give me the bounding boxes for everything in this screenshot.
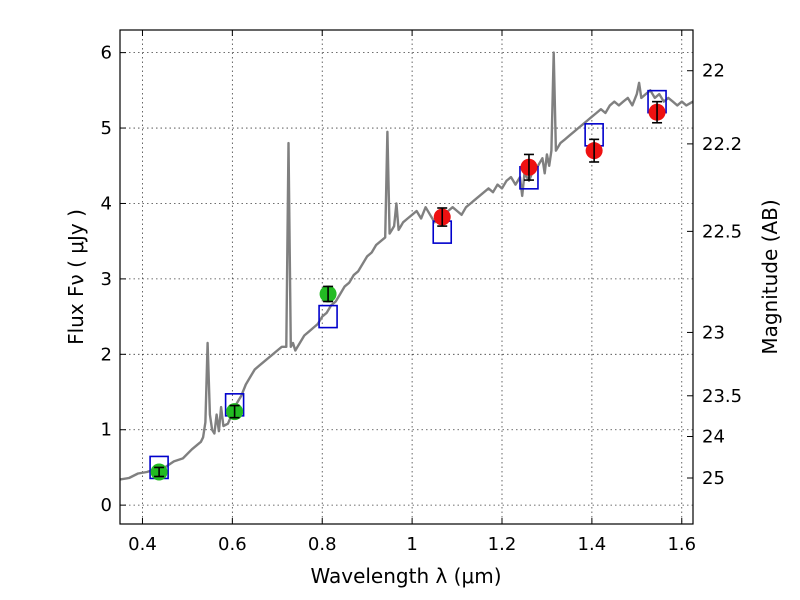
- ticks: [120, 30, 693, 524]
- y2-tick-label: 22.2: [702, 134, 742, 155]
- y-tick-label: 0: [101, 495, 112, 516]
- x-tick-label: 1.4: [578, 534, 607, 555]
- x-tick-label: 1.2: [488, 534, 517, 555]
- x-tick-label: 1.6: [667, 534, 696, 555]
- y2-tick-label: 23: [702, 322, 725, 343]
- y-axis-label: Flux Fν ( μJy ): [64, 209, 88, 345]
- y-tick-label: 4: [101, 193, 112, 214]
- y-tick-label: 1: [101, 420, 112, 441]
- x-tick-label: 0.6: [218, 534, 247, 555]
- y2-tick-label: 24: [702, 427, 725, 448]
- y-tick-label: 6: [101, 43, 112, 64]
- x-tick-label: 0.4: [128, 534, 157, 555]
- grid: [120, 30, 693, 524]
- model-box: [318, 304, 338, 329]
- y-tick-label: 3: [101, 269, 112, 290]
- y2-tick-label: 25: [702, 468, 725, 489]
- y2-axis-label: Magnitude (AB): [758, 199, 782, 354]
- plot-frame: [119, 29, 694, 525]
- x-tick-label: 1: [406, 534, 417, 555]
- x-axis-label: Wavelength λ (μm): [310, 564, 501, 588]
- x-tick-label: 0.8: [308, 534, 337, 555]
- y-tick-label: 5: [101, 118, 112, 139]
- y-tick-label: 2: [101, 344, 112, 365]
- plot-area: [120, 51, 693, 481]
- tick-labels: 0.4 0.6 0.8 1 1.2 1.4 1.601234562222.222.52323…: [101, 43, 743, 555]
- y2-tick-label: 22.5: [702, 221, 742, 242]
- y2-tick-label: 22: [702, 61, 725, 82]
- y2-tick-label: 23.5: [702, 386, 742, 407]
- spectrum-line: [120, 51, 693, 481]
